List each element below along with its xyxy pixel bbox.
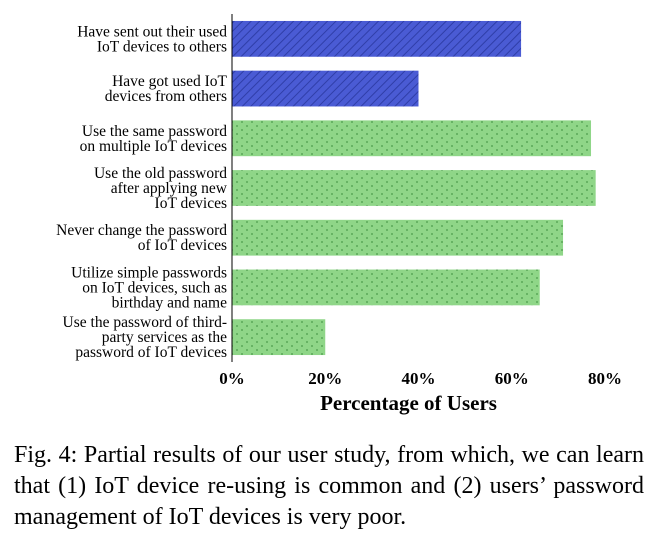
category-label-line: IoT devices (155, 195, 227, 212)
category-label-line: on multiple IoT devices (80, 138, 227, 155)
bar-4 (232, 219, 564, 256)
bar-3 (232, 170, 596, 206)
x-axis-title: Percentage of Users (320, 391, 497, 415)
category-label-line: Never change the password (56, 222, 227, 239)
category-label-line: Have sent out their used (77, 23, 227, 40)
category-label-line: of IoT devices (138, 237, 227, 254)
category-label-line: Use the old password (94, 165, 227, 182)
category-label-line: Have got used IoT (112, 73, 227, 90)
category-label-line: devices from others (105, 88, 227, 105)
category-label-line: IoT devices to others (97, 38, 227, 55)
category-label-line: birthday and name (112, 294, 227, 311)
x-tick-label-4: 80% (588, 369, 622, 388)
category-label-line: Use the same password (82, 123, 227, 140)
category-label-5: Utilize simple passwords on IoT devices, … (71, 264, 227, 311)
category-label-6: Use the password of third-party services… (63, 314, 228, 361)
category-label-line: party services as the (102, 329, 227, 346)
category-label-line: password of IoT devices (75, 344, 227, 361)
bar-5 (232, 269, 540, 306)
bar-chart: Have sent out their used IoT devices to o… (56, 14, 622, 415)
category-label-line: Utilize simple passwords (71, 264, 227, 281)
x-tick-label-3: 60% (495, 369, 529, 388)
category-label-line: Use the password of third- (63, 314, 227, 331)
bar-2 (232, 120, 592, 157)
x-tick-label-1: 20% (308, 369, 342, 388)
figure-caption: Fig. 4: Partial results of our user stud… (14, 442, 644, 530)
category-label-2: Use the same password on multiple IoT dev… (80, 123, 228, 155)
category-label-3: Use the old password after applying new Io… (94, 165, 228, 212)
bar-6 (232, 319, 326, 356)
bar-1 (232, 70, 419, 107)
category-label-0: Have sent out their used IoT devices to o… (77, 23, 227, 55)
category-label-1: Have got used IoT devices from others (105, 73, 228, 105)
bar-0 (232, 20, 522, 57)
category-label-line: on IoT devices, such as (82, 279, 227, 296)
category-label-4: Never change the password of IoT devices (56, 222, 227, 254)
category-label-line: after applying new (111, 180, 228, 197)
x-tick-label-0: 0% (219, 369, 245, 388)
x-tick-label-2: 40% (402, 369, 436, 388)
